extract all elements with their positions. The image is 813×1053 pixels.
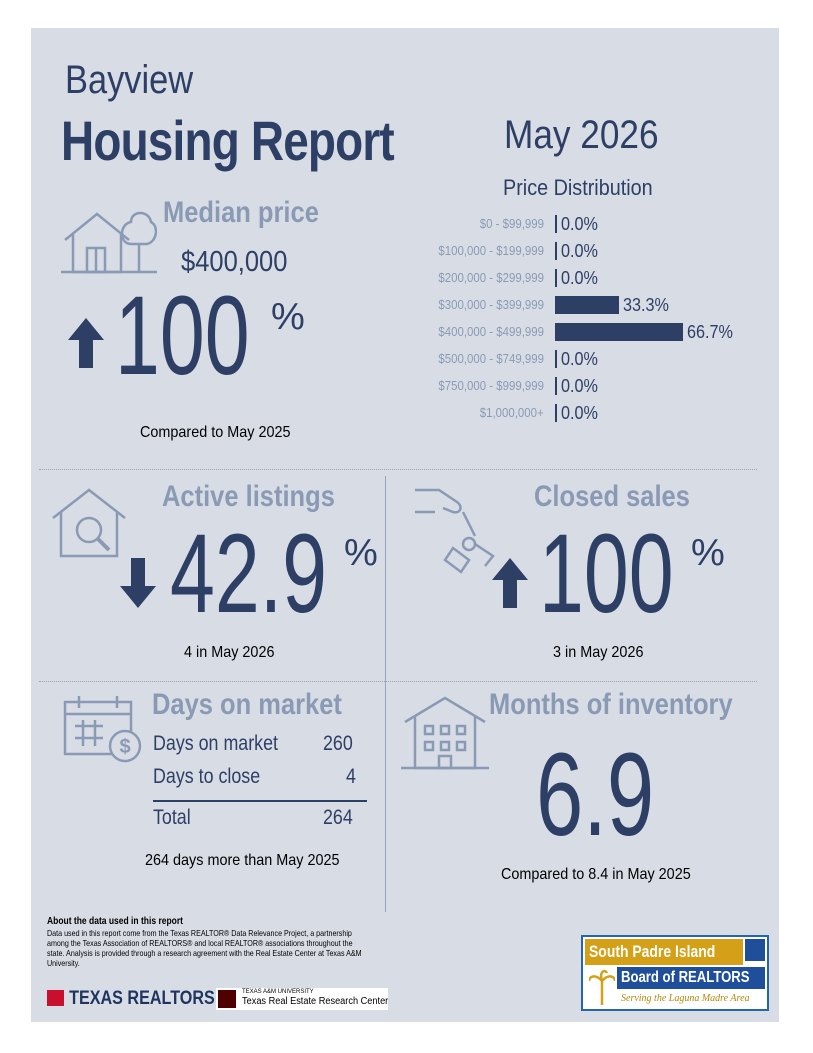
city-name: Bayview (65, 58, 194, 102)
palm-tree-icon (587, 969, 617, 1005)
days-on-market-caption: 264 days more than May 2025 (145, 852, 340, 869)
total-rule (153, 800, 367, 802)
median-price-pct-sign: % (271, 296, 305, 338)
sp-line1: South Padre Island (589, 942, 716, 961)
price-bar (555, 242, 557, 260)
divider (385, 476, 386, 912)
report-page: Bayview Housing Report May 2026 Median p… (31, 28, 779, 1022)
active-listings-title: Active listings (162, 480, 335, 513)
price-pct-label: 0.0% (561, 376, 598, 396)
closed-sales-caption: 3 in May 2026 (553, 644, 644, 661)
price-pct-label: 0.0% (561, 403, 598, 423)
price-bar (555, 350, 557, 368)
divider (39, 469, 757, 470)
days-on-market-title: Days on market (152, 688, 342, 721)
price-bar (555, 323, 683, 341)
apartment-icon (401, 696, 489, 770)
price-pct-label: 0.0% (561, 349, 598, 369)
tamu-small-text: TEXAS A&M UNIVERSITY (242, 989, 314, 995)
dom-row-label: Days to close (153, 765, 261, 788)
tamu-logo: TEXAS A&M UNIVERSITY Texas Real Estate R… (216, 988, 388, 1010)
price-range-label: $0 - $99,999 (479, 216, 544, 231)
median-price-change: 100 (115, 273, 250, 398)
house-tree-icon (61, 211, 157, 274)
sp-mid-band (617, 967, 765, 989)
median-price-caption: Compared to May 2025 (140, 424, 291, 441)
tamu-center-text: Texas Real Estate Research Center (242, 996, 389, 1007)
south-padre-logo: South Padre Island Board of REALTORS Ser… (581, 935, 769, 1011)
price-bar (555, 377, 557, 395)
tamu-mark-icon (218, 990, 236, 1008)
closed-sales-title: Closed sales (534, 480, 690, 513)
active-listings-change: 42.9 (170, 511, 327, 636)
svg-text:$: $ (119, 736, 130, 758)
price-range-label: $400,000 - $499,999 (438, 324, 544, 339)
months-inventory-value: 6.9 (536, 729, 655, 861)
price-pct-label: 66.7% (687, 322, 733, 342)
house-search-icon (52, 488, 126, 558)
texas-realtors-logo: TEXAS REALTORS (47, 988, 215, 1010)
price-distribution-title: Price Distribution (503, 175, 653, 200)
months-inventory-title: Months of inventory (489, 688, 733, 721)
calendar-dollar-icon: $ (63, 696, 142, 763)
price-pct-label: 33.3% (623, 295, 669, 315)
divider (39, 681, 757, 682)
texas-realtors-text: TEXAS REALTORS (69, 988, 215, 1009)
price-bar (555, 296, 619, 314)
median-price-value: $400,000 (181, 246, 288, 278)
price-range-label: $100,000 - $199,999 (438, 243, 544, 258)
closed-sales-pct-sign: % (691, 532, 725, 574)
sp-line2: Board of REALTORS (621, 969, 750, 986)
sp-tagline: Serving the Laguna Madre Area (621, 993, 750, 1004)
about-title: About the data used in this report (47, 916, 184, 927)
arrow-down-icon (120, 558, 156, 608)
price-pct-label: 0.0% (561, 214, 598, 234)
hand-key-icon (415, 488, 495, 574)
price-range-label: $200,000 - $299,999 (438, 270, 544, 285)
price-bar (555, 215, 557, 233)
price-bar (555, 404, 557, 422)
months-inventory-caption: Compared to 8.4 in May 2025 (501, 866, 691, 883)
tr-mark-icon (47, 990, 64, 1006)
dom-row-value: 4 (346, 765, 356, 788)
dom-row-value: 260 (323, 732, 353, 755)
sp-top-band (585, 939, 743, 965)
closed-sales-change: 100 (539, 511, 674, 636)
dom-row-label: Days on market (153, 732, 279, 755)
price-pct-label: 0.0% (561, 241, 598, 261)
price-range-label: $500,000 - $749,999 (438, 351, 544, 366)
price-bar (555, 269, 557, 287)
active-listings-caption: 4 in May 2026 (184, 644, 275, 661)
report-title: Housing Report (61, 109, 395, 172)
price-range-label: $300,000 - $399,999 (438, 297, 544, 312)
price-range-label: $750,000 - $999,999 (438, 378, 544, 393)
price-range-label: $1,000,000+ (480, 405, 544, 420)
active-listings-pct-sign: % (344, 532, 378, 574)
median-price-title: Median price (163, 196, 319, 229)
dom-total-label: Total (153, 806, 191, 829)
realtor-r-icon (745, 939, 765, 961)
arrow-up-icon (492, 558, 528, 608)
report-month: May 2026 (504, 113, 659, 157)
dom-total-value: 264 (323, 806, 353, 829)
price-pct-label: 0.0% (561, 268, 598, 288)
arrow-up-icon (68, 318, 104, 368)
about-text: Data used in this report come from the T… (47, 928, 362, 968)
